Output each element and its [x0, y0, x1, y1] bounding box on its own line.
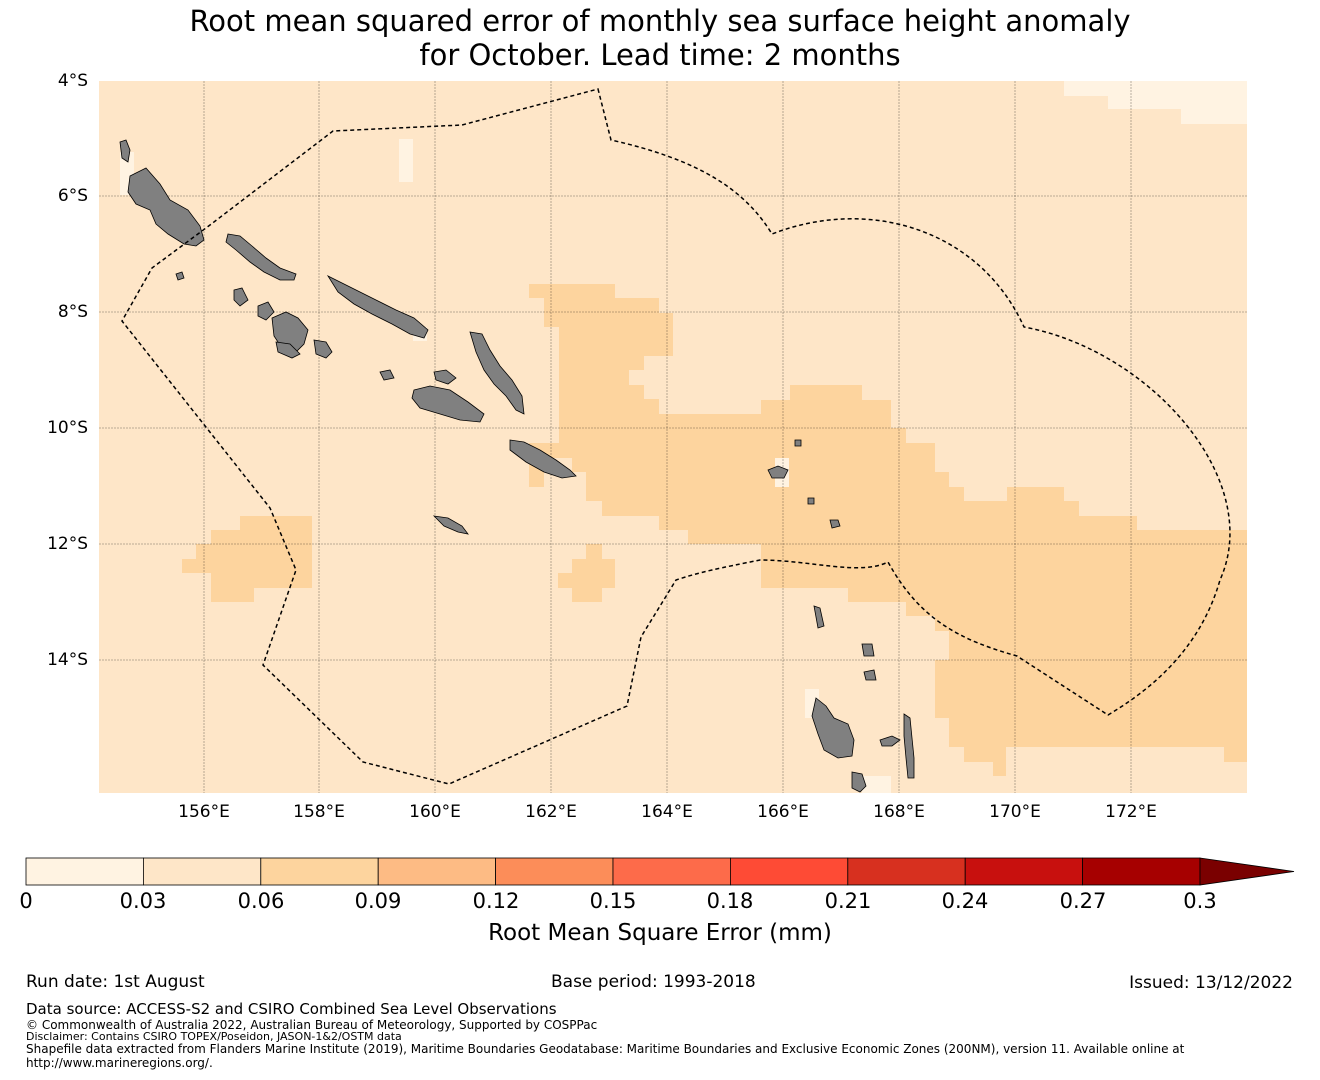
- makira-island: [509, 439, 577, 479]
- colorbar-tick-1: 0.03: [119, 889, 167, 913]
- guadalcanal-island: [411, 385, 485, 423]
- colorbar-tick-10: 0.3: [1183, 889, 1217, 913]
- colorbar-tick-7: 0.21: [824, 889, 872, 913]
- map-title-line-2: for October. Lead time: 2 months: [419, 38, 901, 72]
- new-georgia-island: [271, 311, 309, 353]
- colorbar-title: Root Mean Square Error (mm): [488, 920, 832, 946]
- ambae-island: [879, 735, 901, 747]
- espiritu-santo-island: [811, 697, 855, 759]
- colorbar-tick-8: 0.24: [941, 889, 989, 913]
- torres-islands: [813, 605, 825, 629]
- lon-label-162e: 162°E: [525, 802, 577, 822]
- base-period: Base period: 1993-2018: [551, 972, 756, 992]
- lon-label-158e: 158°E: [293, 802, 345, 822]
- bougainville-island: [127, 167, 205, 247]
- colorbar-bin-2: [260, 857, 379, 886]
- colorbar-tick-9: 0.27: [1059, 889, 1107, 913]
- utupua-island: [807, 497, 815, 505]
- banks-islands: [861, 643, 875, 657]
- lat-label-10s: 10°S: [47, 418, 88, 438]
- colorbar: [25, 857, 1295, 886]
- vangunu-island: [313, 339, 333, 359]
- vella-lavella-island: [233, 287, 249, 307]
- map-title-line-1: Root mean squared error of monthly sea s…: [189, 4, 1131, 38]
- nggela-islands: [433, 369, 457, 385]
- maewo-pentecost-island: [903, 713, 915, 779]
- lat-label-6s: 6°S: [57, 186, 88, 206]
- vanikoro-island: [829, 519, 841, 529]
- issued-date: Issued: 13/12/2022: [1129, 973, 1293, 993]
- lon-label-156e: 156°E: [178, 802, 230, 822]
- kolombangara-island: [257, 301, 275, 321]
- colorbar-bin-1: [142, 857, 262, 886]
- colorbar-bin-9: [1082, 857, 1201, 886]
- gaua-island: [863, 669, 877, 681]
- colorbar-bin-6: [730, 857, 849, 886]
- lon-label-168e: 168°E: [873, 802, 925, 822]
- lon-label-172e: 172°E: [1105, 802, 1157, 822]
- land-masses: [119, 139, 915, 793]
- russell-islands: [379, 369, 395, 381]
- lon-label-170e: 170°E: [989, 802, 1041, 822]
- santa-cruz-island: [767, 465, 789, 479]
- lon-label-160e: 160°E: [409, 802, 461, 822]
- shapefile-url: http://www.marineregions.org/.: [26, 1056, 213, 1070]
- colorbar-tick-6: 0.18: [706, 889, 754, 913]
- colorbar-bin-7: [847, 857, 966, 886]
- shortland-islands: [175, 271, 185, 281]
- colorbar-bin-0: [25, 857, 144, 886]
- copyright-notice: © Commonwealth of Australia 2022, Austra…: [26, 1018, 598, 1032]
- map-figure: [25, 81, 1295, 886]
- malekula-island: [851, 771, 867, 793]
- lat-label-14s: 14°S: [47, 650, 88, 670]
- lat-label-8s: 8°S: [57, 302, 88, 322]
- nendo-east-islet: [794, 439, 802, 447]
- colorbar-bin-8: [964, 857, 1084, 886]
- disclaimer: Disclaimer: Contains CSIRO TOPEX/Poseido…: [26, 1030, 402, 1043]
- colorbar-tick-3: 0.09: [354, 889, 402, 913]
- colorbar-tick-4: 0.12: [472, 889, 520, 913]
- colorbar-tick-0: 0: [19, 889, 33, 913]
- choiseul-island: [225, 233, 297, 281]
- graticule: [99, 81, 1247, 793]
- colorbar-tick-2: 0.06: [237, 889, 285, 913]
- lon-label-166e: 166°E: [757, 802, 809, 822]
- lon-label-164e: 164°E: [641, 802, 693, 822]
- lat-label-4s: 4°S: [57, 71, 88, 91]
- colorbar-bin-3: [377, 857, 497, 886]
- eez-boundary: [121, 88, 1231, 785]
- rmse-field-0-06-0-09: [182, 284, 1247, 776]
- rennell-island: [432, 515, 469, 535]
- shapefile-credit: Shapefile data extracted from Flanders M…: [26, 1042, 1185, 1056]
- buka-island: [119, 139, 131, 163]
- colorbar-extend-arrow: [1199, 857, 1295, 886]
- colorbar-bin-4: [495, 857, 614, 886]
- run-date: Run date: 1st August: [26, 972, 205, 992]
- colorbar-tick-5: 0.15: [589, 889, 637, 913]
- rendova-island: [275, 341, 301, 359]
- malaita-island: [469, 331, 525, 415]
- lat-label-12s: 12°S: [47, 534, 88, 554]
- santa-isabel-island: [326, 275, 429, 339]
- data-source: Data source: ACCESS-S2 and CSIRO Combine…: [26, 1000, 557, 1018]
- colorbar-bin-5: [612, 857, 731, 886]
